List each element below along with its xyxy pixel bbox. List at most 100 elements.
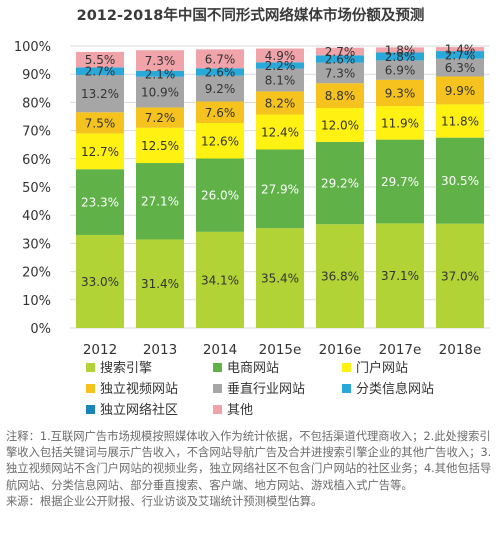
legend-swatch — [86, 405, 95, 414]
y-tick-label: 50% — [22, 181, 51, 196]
data-label: 12.0% — [321, 118, 359, 132]
x-tick-label: 2015e — [259, 342, 302, 358]
bar-segment — [136, 70, 184, 77]
data-label: 2.2% — [265, 59, 296, 73]
data-label: 7.2% — [145, 111, 176, 125]
data-label: 1.4% — [445, 43, 476, 57]
x-tick-label: 2017e — [379, 342, 422, 358]
bar-segment — [196, 158, 244, 232]
data-label: 2.7% — [325, 45, 356, 59]
legend-item: 垂直行业网站 — [213, 382, 305, 397]
legend-label: 电商网站 — [227, 361, 279, 376]
legend-label: 搜索引擎 — [100, 361, 152, 376]
data-label: 12.5% — [141, 139, 179, 153]
data-label: 27.9% — [261, 182, 299, 196]
bar-segment — [436, 137, 484, 224]
data-label: 2.7% — [445, 48, 476, 62]
data-label: 12.7% — [81, 145, 119, 159]
bar-segment — [136, 50, 184, 71]
data-label: 30.5% — [441, 174, 479, 188]
data-label: 27.1% — [141, 195, 179, 209]
bar-segment — [256, 149, 304, 229]
notes-source: 来源：根据企业公开财报、行业访谈及艾瑞统计预测模型估算。 — [6, 494, 323, 508]
bar-segment — [196, 231, 244, 328]
legend-swatch — [213, 363, 222, 372]
bar-segment — [76, 169, 124, 235]
data-label: 9.9% — [445, 84, 476, 98]
stacked-bar-chart: 0% 10% 20% 30% 40% 50% 60% 70% 80% 90% 100% 33.0% 2… — [14, 40, 490, 418]
y-tick-label: 90% — [22, 68, 51, 83]
legend-item: 搜索引擎 — [86, 361, 152, 376]
bar-segment — [76, 75, 124, 113]
data-label: 6.9% — [385, 64, 416, 78]
bar-segment — [376, 47, 424, 53]
data-label: 26.0% — [201, 189, 239, 203]
data-label: 11.8% — [441, 115, 479, 129]
legend-swatch — [342, 363, 351, 372]
data-label: 8.1% — [265, 73, 296, 87]
data-label: 31.4% — [141, 277, 179, 291]
legend-item: 其他 — [213, 403, 253, 418]
legend-item: 分类信息网站 — [342, 381, 434, 397]
data-label: 34.1% — [201, 273, 239, 287]
bar-segment — [376, 60, 424, 80]
x-tick-label: 2013 — [143, 342, 177, 358]
y-tick-label: 40% — [22, 209, 51, 224]
legend-swatch — [213, 384, 222, 393]
bar-segment — [256, 62, 304, 69]
x-tick-label: 2018e — [439, 342, 482, 358]
data-label: 8.2% — [265, 96, 296, 110]
legend-swatch — [86, 384, 95, 393]
bar-segment — [136, 76, 184, 108]
data-label: 2.1% — [145, 67, 176, 81]
legend-label: 其他 — [227, 403, 253, 418]
legend-label: 独立网络社区 — [100, 402, 178, 418]
bar-segment — [196, 49, 244, 69]
data-label: 10.9% — [141, 86, 179, 100]
bar-segment — [76, 67, 124, 76]
data-label: 2.7% — [85, 65, 116, 79]
data-label: 4.9% — [265, 49, 296, 63]
data-label: 2.6% — [205, 65, 236, 79]
data-label: 8.8% — [325, 89, 356, 103]
bar-segment — [376, 139, 424, 224]
bar-segment — [316, 55, 364, 63]
bar-segment — [316, 141, 364, 225]
y-axis: 0% 10% 20% 30% 40% 50% 60% 70% 80% 90% 100% — [14, 40, 51, 337]
bar-segment — [316, 83, 364, 109]
data-label: 37.1% — [381, 269, 419, 283]
y-tick-label: 20% — [22, 266, 51, 281]
legend-label: 独立视频网站 — [100, 382, 178, 397]
bar-segment — [76, 133, 124, 170]
y-tick-label: 100% — [14, 40, 51, 55]
data-label: 7.3% — [325, 66, 356, 80]
bar-segment — [136, 107, 184, 128]
data-label: 7.5% — [85, 116, 116, 130]
data-label: 9.3% — [385, 86, 416, 100]
legend-label: 门户网站 — [356, 360, 408, 376]
bar-segment — [136, 163, 184, 240]
bar-segment — [436, 76, 484, 105]
data-label: 7.3% — [145, 54, 176, 68]
bar-segment — [316, 224, 364, 328]
y-tick-label: 80% — [22, 96, 51, 111]
bar-segment — [256, 114, 304, 150]
bar-segment — [196, 75, 244, 102]
data-label: 6.3% — [445, 61, 476, 75]
y-tick-label: 0% — [30, 322, 51, 337]
bar-segment — [436, 223, 484, 328]
legend-label: 垂直行业网站 — [227, 382, 305, 397]
bar-segment — [196, 68, 244, 76]
notes-annotation: 注释：1.互联网广告市场规模按照媒体收入作为统计依据，不包括渠道代理商收入；2.… — [6, 430, 492, 492]
bar-segment — [76, 112, 124, 134]
x-axis: 2012 2013 2014 2015e 2016e 2017e 2018e — [83, 342, 482, 358]
legend-item: 门户网站 — [342, 360, 408, 376]
data-label: 29.2% — [321, 177, 359, 191]
data-label: 1.8% — [385, 43, 416, 57]
chart-title: 2012-2018年中国不同形式网络媒体市场份额及预测 — [76, 8, 425, 24]
bar-segment — [316, 47, 364, 56]
bar-segment — [376, 223, 424, 328]
y-tick-label: 60% — [22, 153, 51, 168]
data-label: 5.5% — [85, 53, 116, 67]
